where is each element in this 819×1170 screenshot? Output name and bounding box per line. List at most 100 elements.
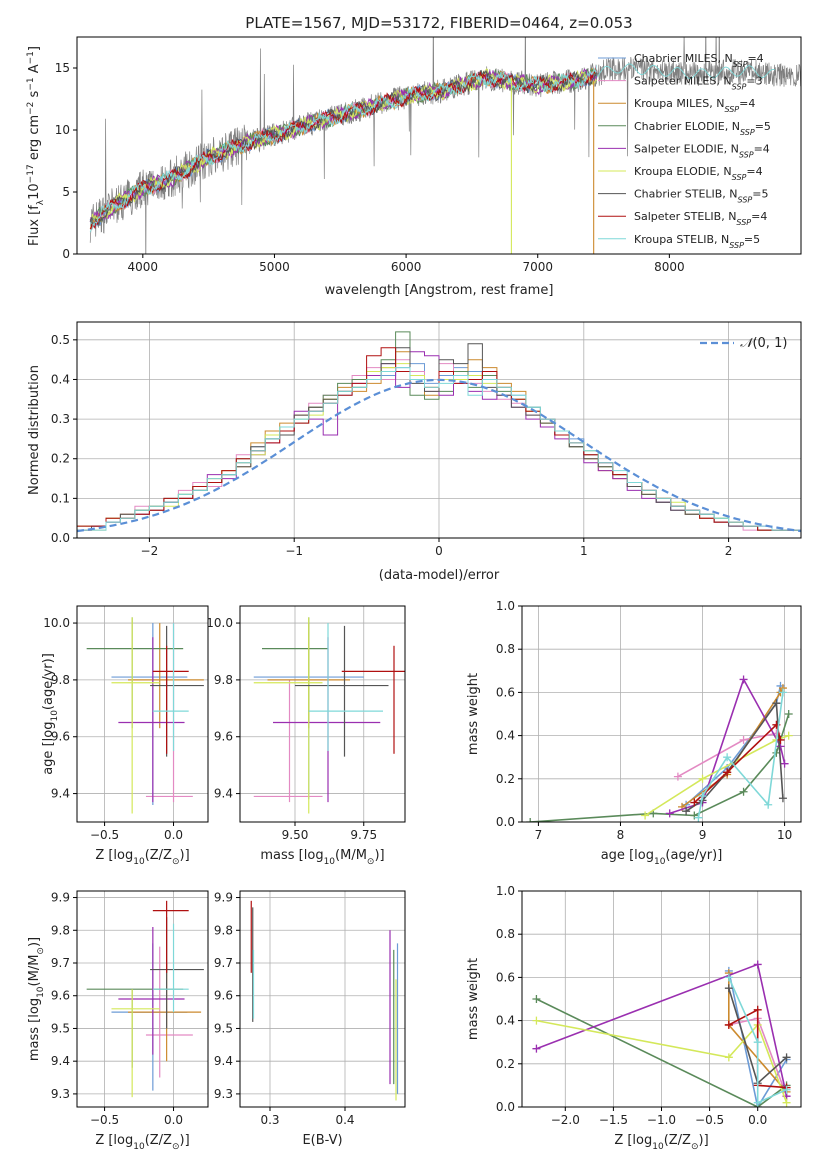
weight-marker-salpeter_stelib (753, 1005, 762, 1014)
weight-marker-kroupa_elodie (782, 1098, 791, 1107)
x-tick-label: 9.75 (350, 828, 377, 842)
y-axis-label: mass weight (466, 673, 481, 755)
weight-marker-kroupa_elodie (698, 774, 707, 783)
weight-marker-salpeter_miles (739, 735, 748, 744)
x-tick-label: 0.0 (748, 1113, 767, 1127)
x-tick-label: 8 (617, 828, 625, 842)
weight-marker-chabrier_stelib (724, 984, 733, 993)
weight-line-kroupa_stelib (728, 977, 787, 1104)
y-tick-label: 1.0 (496, 884, 515, 898)
y-tick-label: 5 (62, 185, 70, 199)
legend-entry: Kroupa ELODIE, NSSP=4 (634, 165, 763, 182)
x-axis-label: age [log10(age/yr)] (601, 848, 723, 867)
y-tick-label: 9.5 (214, 1021, 233, 1035)
age_vs_Z-frame (76, 605, 209, 823)
spectrum-panel: 4000 5000 6000 7000 8000 0 5 10 15 Chabrier MILES… (55, 36, 802, 274)
weight-marker-salpeter_elodie (753, 960, 762, 969)
spectrum-legend: Chabrier MILES, NSSP=4 Salpeter MILES, NS… (598, 52, 771, 249)
weight-marker-chabrier_stelib (782, 1053, 791, 1062)
y-tick-label: 9.8 (214, 673, 233, 687)
weight-marker-kroupa_elodie (641, 811, 650, 820)
plot-area (526, 675, 793, 822)
weight_vs_Z-panel: −2.0 −1.5 −1.0 −0.5 0.0 0.0 0.2 0.4 0.6 0.8 1.0 Z [… (496, 884, 802, 1152)
weight-marker-salpeter_stelib (723, 768, 732, 777)
y-tick-label: 9.9 (51, 891, 70, 905)
legend-entry: Chabrier STELIB, NSSP=5 (634, 188, 768, 205)
x-tick-label: −0.5 (90, 828, 119, 842)
weight-marker-salpeter_elodie (532, 1044, 541, 1053)
age_vs_Z-panel: −0.5 0.0 9.4 9.6 9.8 10.0 Z [log10(Z/Z⊙)] (43, 605, 209, 867)
model-spectrum-chabrier_elodie (90, 67, 597, 226)
model-spectrum-extension (596, 63, 775, 80)
weight-marker-kroupa_stelib (778, 688, 787, 697)
y-tick-label: 9.8 (51, 923, 70, 937)
x-tick-label: −2.0 (551, 1113, 580, 1127)
weight-marker-kroupa_stelib (694, 813, 703, 822)
legend-entry: Kroupa MILES, NSSP=4 (634, 97, 755, 114)
y-tick-label: 0.2 (496, 772, 515, 786)
legend-entry: Chabrier ELODIE, NSSP=5 (634, 120, 771, 137)
y-tick-label: 0.2 (496, 1057, 515, 1071)
x-tick-label: 0.4 (335, 1113, 354, 1127)
y-tick-label: 9.6 (51, 730, 70, 744)
x-tick-label: 0 (435, 544, 443, 558)
y-tick-label: 9.9 (214, 891, 233, 905)
weight_vs_age-panel: 7 8 9 10 0.0 0.2 0.4 0.6 0.8 1.0 age [log10(age/yr… (496, 599, 802, 867)
weight-marker-chabrier_stelib (682, 807, 691, 816)
normal-curve (77, 378, 801, 533)
weight-marker-kroupa_stelib (753, 1098, 762, 1107)
y-tick-label: 0.4 (496, 1014, 515, 1028)
mass_vs_EBV-panel: 0.3 0.4 9.3 9.4 9.5 9.6 9.7 9.8 9.9 (214, 890, 406, 1127)
weight-marker-kroupa_elodie (724, 1053, 733, 1062)
x-axis-label: E(B-V) (302, 1133, 342, 1148)
y-tick-label: 0.8 (496, 642, 515, 656)
y-tick-label: 9.6 (214, 989, 233, 1003)
y-tick-label: 0 (62, 247, 70, 261)
x-tick-label: 9.50 (282, 828, 309, 842)
y-tick-label: 0.0 (496, 815, 515, 829)
x-tick-label: 7 (535, 828, 543, 842)
legend-entry: Chabrier MILES, NSSP=4 (634, 52, 764, 69)
model-spectrum-kroupa_miles (89, 67, 597, 231)
y-tick-label: 0.4 (496, 729, 515, 743)
x-tick-label: −1 (285, 544, 303, 558)
x-axis-label: Z [log10(Z/Z⊙)] (95, 1133, 189, 1152)
y-tick-label: 9.3 (214, 1087, 233, 1101)
weight-marker-salpeter_elodie (665, 809, 674, 818)
weight-marker-chabrier_stelib (772, 699, 781, 708)
y-tick-label: 9.4 (51, 787, 70, 801)
weight-marker-chabrier_elodie (532, 995, 541, 1003)
weight_vs_age-frame (521, 605, 802, 823)
y-tick-label: 9.5 (51, 1021, 70, 1035)
weight-marker-salpeter_stelib (724, 1020, 733, 1029)
weight-marker-kroupa_stelib (724, 973, 733, 982)
y-axis-label: age [log10(age/yr)] (41, 653, 60, 775)
plot-area (89, 37, 801, 254)
weight-marker-salpeter_stelib (690, 798, 699, 807)
model-spectrum-salpeter_miles (90, 66, 597, 230)
plot-area (532, 960, 791, 1107)
y-tick-label: 9.4 (214, 1054, 233, 1068)
weight-line-salpeter_elodie (669, 677, 786, 815)
y-tick-label: 0.2 (51, 452, 70, 466)
x-tick-label: 10 (777, 828, 792, 842)
x-tick-label: −0.5 (695, 1113, 724, 1127)
residuals-panel: −2 −1 0 1 2 0.0 0.1 0.2 0.3 0.4 0.5 𝒩(0, 1) (51, 321, 802, 558)
y-tick-label: 9.6 (51, 989, 70, 1003)
y-tick-label: 0.0 (51, 531, 70, 545)
x-axis-label: Z [log10(Z/Z⊙)] (614, 1133, 708, 1152)
y-tick-label: 0.1 (51, 491, 70, 505)
model-spectrum-kroupa_stelib (89, 65, 597, 233)
weight-marker-kroupa_stelib (753, 1038, 762, 1047)
weight-line-kroupa_miles (681, 687, 784, 808)
weight-marker-salpeter_miles (673, 772, 682, 781)
weight-marker-kroupa_stelib (698, 792, 707, 801)
legend-entry: Salpeter STELIB, NSSP=4 (634, 210, 767, 227)
y-tick-label: 0.0 (496, 1100, 515, 1114)
weight-marker-salpeter_elodie (739, 675, 748, 684)
y-tick-label: 10 (55, 123, 70, 137)
x-tick-label: 4000 (128, 260, 159, 274)
y-tick-label: 0.8 (496, 927, 515, 941)
y-axis-label: Flux [fλ10−17 erg cm−2 s−1 A−1] (26, 46, 46, 246)
weight-marker-chabrier_stelib (778, 794, 787, 803)
